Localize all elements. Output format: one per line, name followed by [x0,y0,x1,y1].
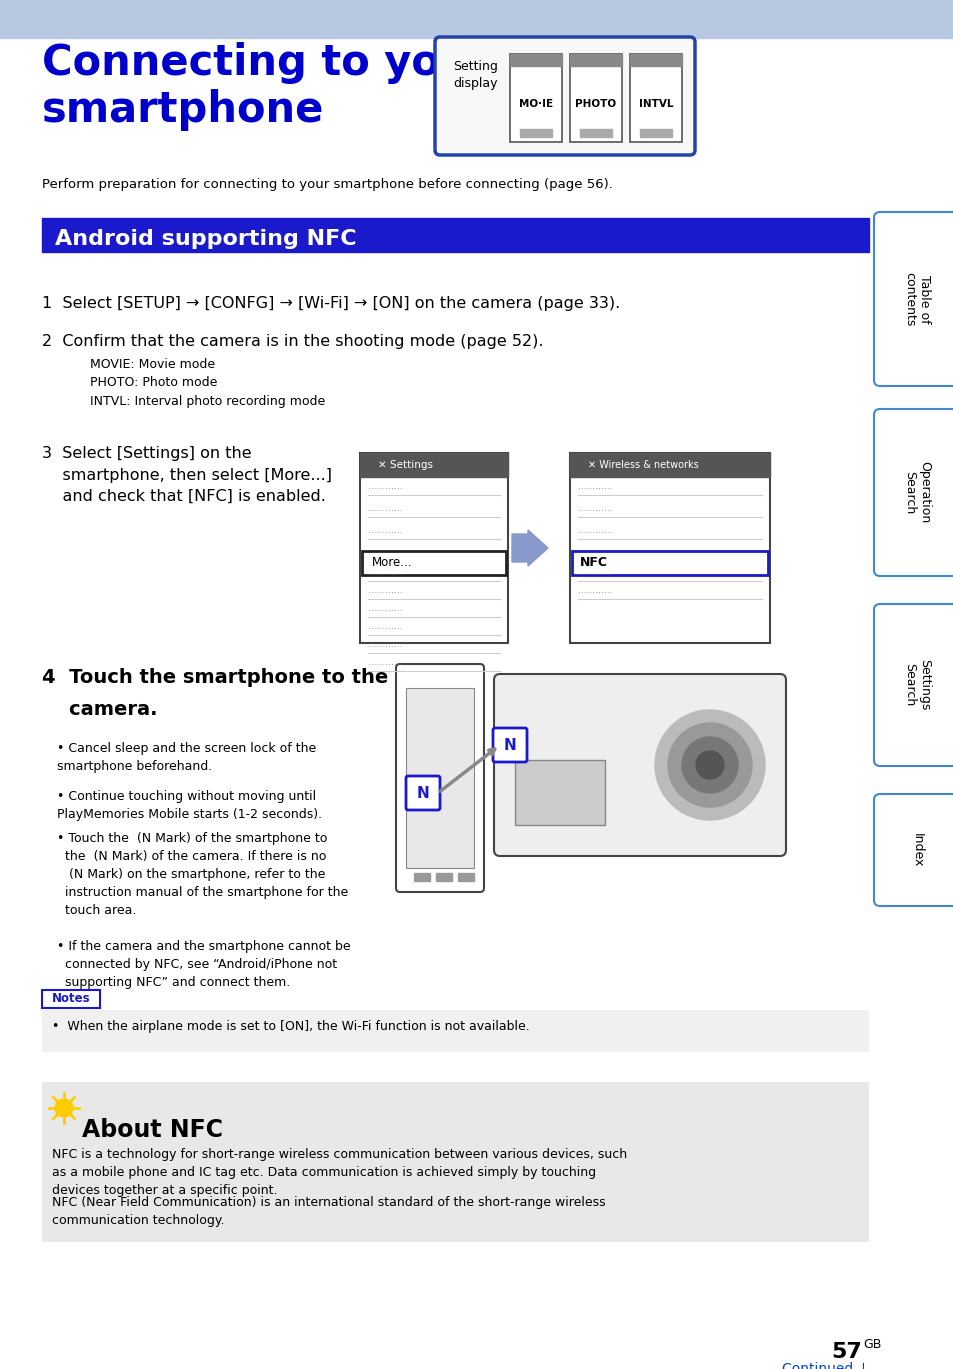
Bar [572,550,767,575]
Bar [569,53,621,66]
Bar [42,990,100,1008]
Text: ............: ............ [578,504,612,513]
FancyBboxPatch shape [873,794,953,906]
Bar [0,0,953,38]
FancyBboxPatch shape [494,674,785,856]
Text: 57: 57 [830,1342,862,1362]
Circle shape [696,752,723,779]
Text: ............: ............ [578,482,612,491]
Text: Connecting to your
smartphone: Connecting to your smartphone [42,42,490,131]
Text: About NFC: About NFC [82,1118,223,1142]
Circle shape [681,737,738,793]
Text: ............: ............ [368,548,402,557]
Bar [510,53,561,66]
Text: ............: ............ [368,622,402,631]
Bar [515,760,604,826]
Text: ✕ Wireless & networks: ✕ Wireless & networks [587,460,698,470]
Bar [569,53,621,142]
Text: More...: More... [372,557,412,570]
Text: 4  Touch the smartphone to the: 4 Touch the smartphone to the [42,668,388,687]
Text: MO·IE: MO·IE [518,99,553,110]
Text: MOVIE: Movie mode
PHOTO: Photo mode
INTVL: Interval photo recording mode: MOVIE: Movie mode PHOTO: Photo mode INTV… [90,359,325,408]
Text: Setting
display: Setting display [453,60,497,90]
Text: ............: ............ [368,504,402,513]
Text: Index: Index [909,832,923,867]
Bar [629,53,681,66]
FancyBboxPatch shape [493,728,526,763]
Circle shape [55,1099,73,1117]
Bar [579,129,612,137]
Text: ............: ............ [578,548,612,557]
Bar [629,53,681,142]
FancyBboxPatch shape [406,776,439,810]
FancyBboxPatch shape [395,664,483,893]
Text: ✕ Settings: ✕ Settings [377,460,433,470]
Text: ............: ............ [368,658,402,667]
Text: Settings
Search: Settings Search [902,660,930,711]
Text: PHOTO: PHOTO [575,99,616,110]
Text: N: N [503,738,516,753]
Text: • Cancel sleep and the screen lock of the
smartphone beforehand.: • Cancel sleep and the screen lock of th… [57,742,315,773]
Text: NFC (Near Field Communication) is an international standard of the short-range w: NFC (Near Field Communication) is an int… [52,1197,605,1227]
Text: • Touch the  (N Mark) of the smartphone to
  the  (N Mark) of the camera. If the: • Touch the (N Mark) of the smartphone t… [57,832,348,917]
Text: ............: ............ [578,526,612,535]
Bar [361,550,505,575]
Text: • If the camera and the smartphone cannot be
  connected by NFC, see “Android/iP: • If the camera and the smartphone canno… [57,941,351,988]
Bar [42,1010,868,1051]
Text: Continued ↓: Continued ↓ [781,1362,868,1369]
Bar [359,453,507,476]
Text: NFC is a technology for short-range wireless communication between various devic: NFC is a technology for short-range wire… [52,1149,626,1197]
Text: ............: ............ [368,568,402,576]
Text: Android supporting NFC: Android supporting NFC [55,229,356,249]
Bar [639,129,671,137]
Bar [569,453,769,476]
Bar [519,129,552,137]
Text: ............: ............ [368,526,402,535]
Text: •  When the airplane mode is set to [ON], the Wi-Fi function is not available.: • When the airplane mode is set to [ON],… [52,1020,529,1034]
Text: Operation
Search: Operation Search [902,461,930,523]
Text: ............: ............ [368,604,402,613]
Text: ............: ............ [368,586,402,596]
Bar [42,218,868,252]
Text: 1  Select [SETUP] → [CONFG] → [Wi-Fi] → [ON] on the camera (page 33).: 1 Select [SETUP] → [CONFG] → [Wi-Fi] → [… [42,296,619,311]
Circle shape [655,711,764,820]
Text: ............: ............ [368,482,402,491]
Text: ............: ............ [368,639,402,649]
Text: N: N [416,786,429,801]
FancyBboxPatch shape [435,37,695,155]
Text: 3  Select [Settings] on the
    smartphone, then select [More...]
    and check : 3 Select [Settings] on the smartphone, t… [42,446,332,504]
FancyBboxPatch shape [873,604,953,767]
FancyArrow shape [512,530,547,565]
Text: Notes: Notes [51,993,91,1005]
Bar [406,689,474,868]
Bar [457,873,474,882]
FancyBboxPatch shape [873,409,953,576]
Bar [436,873,452,882]
Bar [359,453,507,643]
Text: ............: ............ [578,568,612,576]
Bar [510,53,561,142]
Bar [42,1082,868,1242]
Text: Table of
contents: Table of contents [902,272,930,326]
Text: Perform preparation for connecting to your smartphone before connecting (page 56: Perform preparation for connecting to yo… [42,178,612,192]
FancyBboxPatch shape [873,212,953,386]
Text: GB: GB [862,1338,881,1351]
Text: 2  Confirm that the camera is in the shooting mode (page 52).: 2 Confirm that the camera is in the shoo… [42,334,543,349]
Bar [569,453,769,643]
Text: • Continue touching without moving until
PlayMemories Mobile starts (1-2 seconds: • Continue touching without moving until… [57,790,322,821]
Text: camera.: camera. [42,700,157,719]
Circle shape [667,723,751,806]
Bar [414,873,430,882]
Text: NFC: NFC [579,557,607,570]
Text: INTVL: INTVL [639,99,673,110]
Text: ............: ............ [578,586,612,596]
